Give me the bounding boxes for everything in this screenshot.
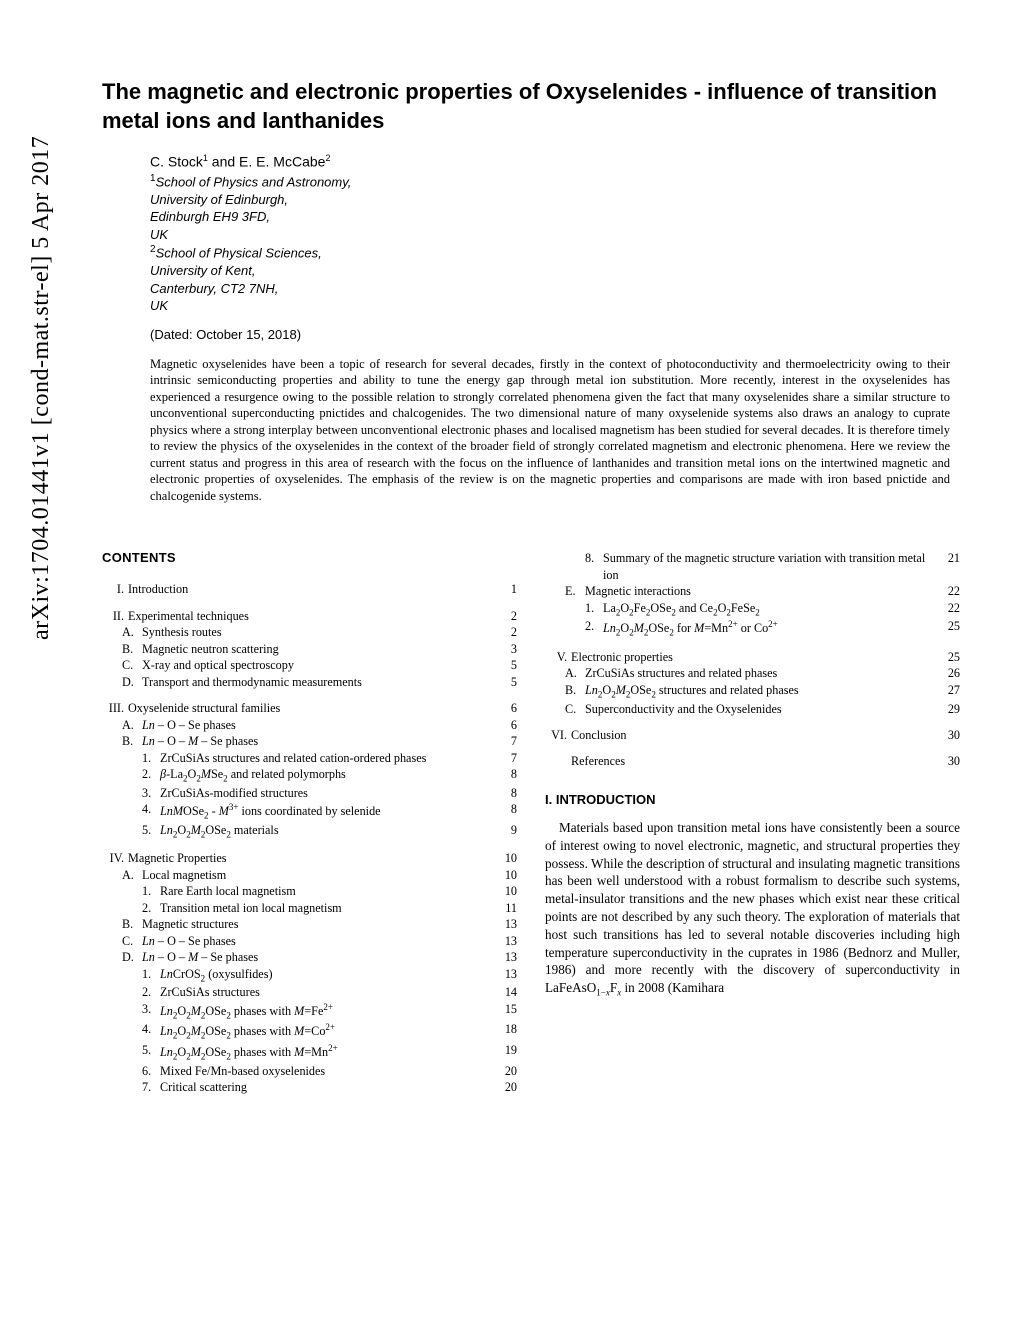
toc-row: III.Oxyselenide structural families6 — [102, 700, 517, 716]
arxiv-identifier: arXiv:1704.01441v1 [cond-mat.str-el] 5 A… — [28, 136, 55, 640]
toc-row: B.Magnetic structures13 — [102, 916, 517, 932]
affiliation-2: 2School of Physical Sciences, — [150, 243, 960, 262]
left-column: CONTENTS I.Introduction1 II.Experimental … — [102, 504, 517, 1095]
affiliation-2d: UK — [150, 297, 960, 315]
intro-heading: I. INTRODUCTION — [545, 792, 960, 807]
toc-row: D.Ln – O – M – Se phases13 — [102, 949, 517, 965]
affiliation-1c: Edinburgh EH9 3FD, — [150, 208, 960, 226]
toc-row: A.Ln – O – Se phases6 — [102, 717, 517, 733]
affiliation-2c: Canterbury, CT2 7NH, — [150, 280, 960, 298]
toc-row: I.Introduction1 — [102, 581, 517, 597]
toc-row: IV.Magnetic Properties10 — [102, 850, 517, 866]
toc-row: 1.La2O2Fe2OSe2 and Ce2O2FeSe222 — [545, 600, 960, 619]
intro-body: Materials based upon transition metal io… — [545, 819, 960, 999]
toc-row: A.Local magnetism10 — [102, 867, 517, 883]
toc-row: C.X-ray and optical spectroscopy5 — [102, 657, 517, 673]
page-content: The magnetic and electronic properties o… — [102, 0, 960, 1096]
paper-title: The magnetic and electronic properties o… — [102, 78, 960, 135]
toc-row: C.Superconductivity and the Oxyselenides… — [545, 701, 960, 717]
toc-row: References30 — [545, 753, 960, 769]
toc-row: 4.LnMOSe2 - M3+ ions coordinated by sele… — [102, 801, 517, 822]
toc-row: 2.Transition metal ion local magnetism11 — [102, 900, 517, 916]
contents-heading: CONTENTS — [102, 550, 517, 565]
toc-row: 1.ZrCuSiAs structures and related cation… — [102, 750, 517, 766]
toc-row: V.Electronic properties25 — [545, 649, 960, 665]
toc-right: 8.Summary of the magnetic structure vari… — [545, 550, 960, 770]
two-column-layout: CONTENTS I.Introduction1 II.Experimental … — [102, 504, 960, 1095]
affiliation-1b: University of Edinburgh, — [150, 191, 960, 209]
toc-row: 5.Ln2O2M2OSe2 materials9 — [102, 822, 517, 841]
toc-row: 1.Rare Earth local magnetism10 — [102, 883, 517, 899]
toc-left: I.Introduction1 II.Experimental technique… — [102, 581, 517, 1095]
toc-row: 1.LnCrOS2 (oxysulfides)13 — [102, 966, 517, 985]
toc-row: B.Magnetic neutron scattering3 — [102, 641, 517, 657]
toc-row: 8.Summary of the magnetic structure vari… — [545, 550, 960, 583]
toc-row: A.Synthesis routes2 — [102, 624, 517, 640]
toc-row: 2.Ln2O2M2OSe2 for M=Mn2+ or Co2+25 — [545, 618, 960, 639]
affiliation-2b: University of Kent, — [150, 262, 960, 280]
toc-row: 3.Ln2O2M2OSe2 phases with M=Fe2+15 — [102, 1001, 517, 1022]
affiliation-1: 1School of Physics and Astronomy, — [150, 172, 960, 191]
toc-row: B.Ln2O2M2OSe2 structures and related pha… — [545, 682, 960, 701]
affiliation-1d: UK — [150, 226, 960, 244]
toc-row: 7.Critical scattering20 — [102, 1079, 517, 1095]
toc-row: 6.Mixed Fe/Mn-based oxyselenides20 — [102, 1063, 517, 1079]
toc-row: D.Transport and thermodynamic measuremen… — [102, 674, 517, 690]
authors: C. Stock1 and E. E. McCabe2 — [150, 153, 960, 170]
dated: (Dated: October 15, 2018) — [150, 327, 960, 342]
toc-row: 2.β-La2O2MSe2 and related polymorphs8 — [102, 766, 517, 785]
abstract: Magnetic oxyselenides have been a topic … — [150, 356, 950, 505]
toc-row: B.Ln – O – M – Se phases7 — [102, 733, 517, 749]
toc-row: A.ZrCuSiAs structures and related phases… — [545, 665, 960, 681]
right-column: 8.Summary of the magnetic structure vari… — [545, 504, 960, 1095]
toc-row: 3.ZrCuSiAs-modified structures8 — [102, 785, 517, 801]
toc-row: C.Ln – O – Se phases13 — [102, 933, 517, 949]
toc-row: E.Magnetic interactions22 — [545, 583, 960, 599]
toc-row: VI.Conclusion30 — [545, 727, 960, 743]
toc-row: 2.ZrCuSiAs structures14 — [102, 984, 517, 1000]
authors-block: C. Stock1 and E. E. McCabe2 1School of P… — [150, 153, 960, 315]
toc-row: 4.Ln2O2M2OSe2 phases with M=Co2+18 — [102, 1021, 517, 1042]
toc-row: II.Experimental techniques2 — [102, 608, 517, 624]
toc-row: 5.Ln2O2M2OSe2 phases with M=Mn2+19 — [102, 1042, 517, 1063]
